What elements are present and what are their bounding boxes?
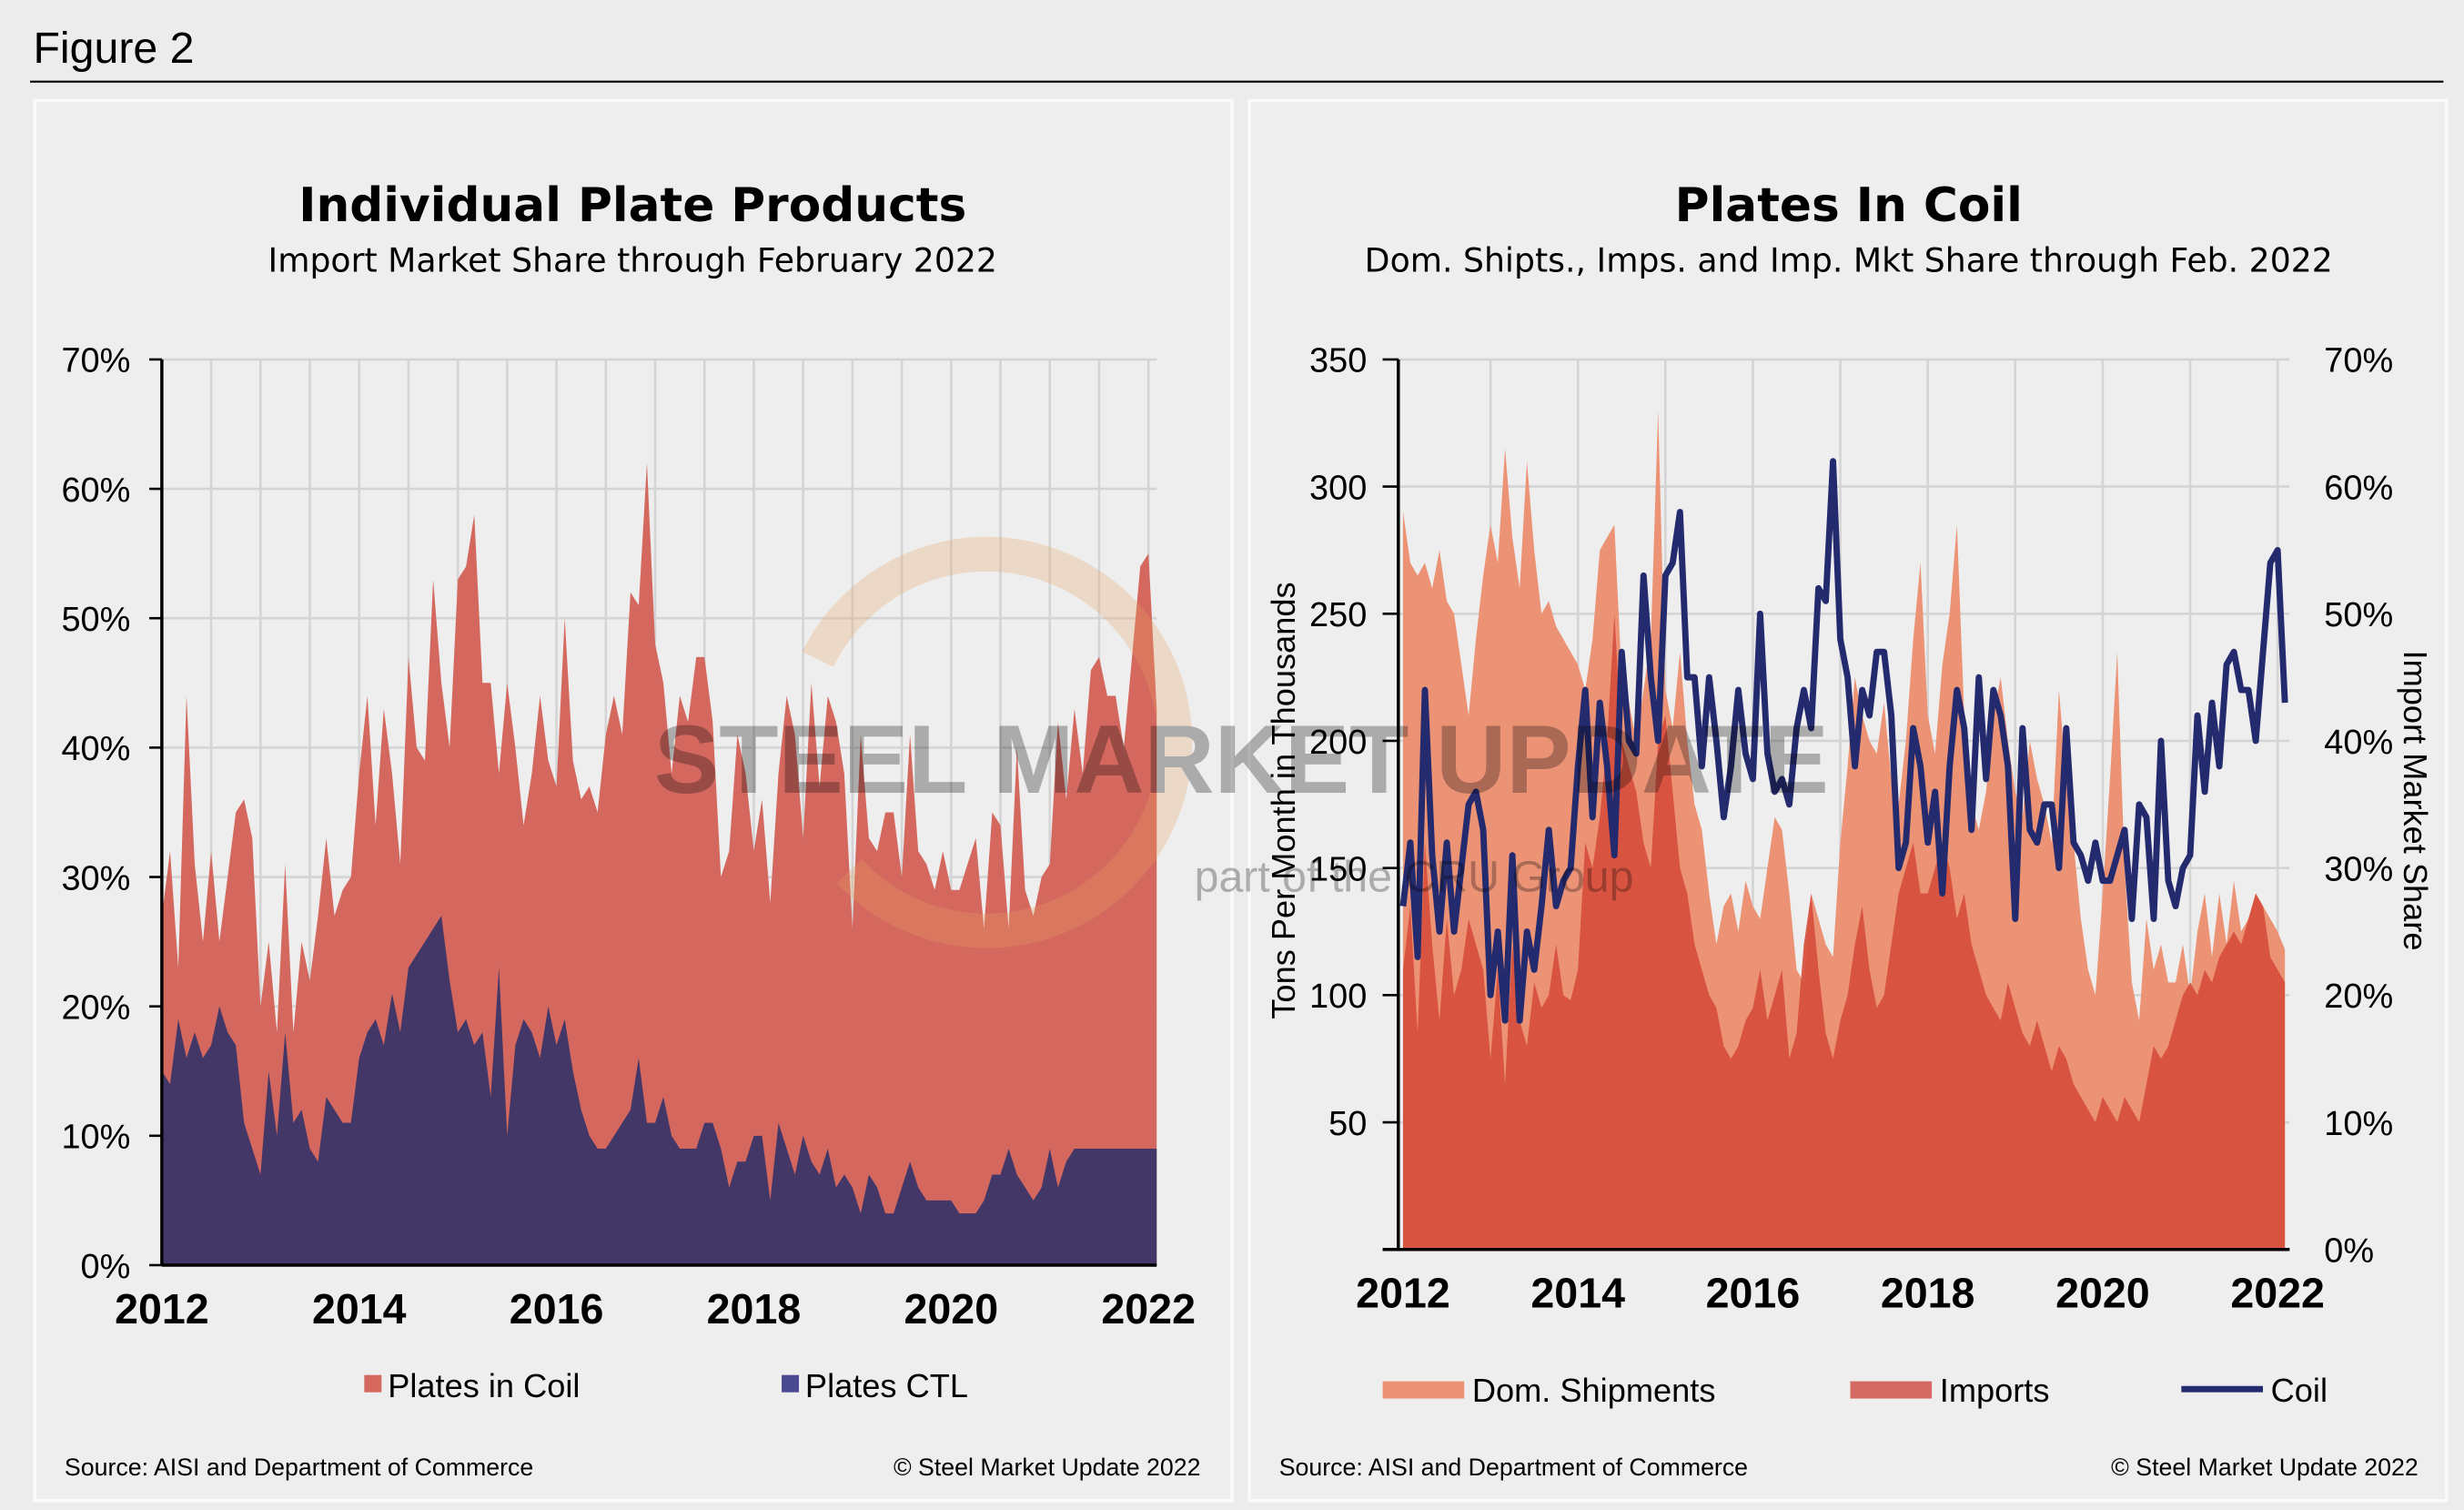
y-tick-label: 0% (81, 1248, 131, 1286)
left-chart-subtitle: Import Market Share through February 202… (268, 240, 997, 279)
legend-swatch-dom (1382, 1381, 1465, 1399)
y-tick-label: 150 (1309, 850, 1367, 888)
y2-tick-label: 30% (2324, 850, 2393, 888)
right-chart-title: Plates In Coil (1675, 178, 2023, 233)
y-tick-label: 30% (61, 859, 130, 897)
y2-tick-label: 40% (2324, 724, 2393, 762)
y-tick-label: 60% (61, 471, 130, 510)
left-source: Source: AISI and Department of Commerce (65, 1454, 533, 1481)
y-tick-label: 10% (61, 1119, 130, 1157)
x-tick-label: 2012 (1356, 1270, 1450, 1317)
x-tick-label: 2018 (1881, 1270, 1975, 1317)
y-tick-label: 50 (1328, 1105, 1367, 1143)
watermark-text: STEEL MARKET UPDATE (654, 704, 1829, 814)
left-legend: Plates in Coil Plates CTL (364, 1367, 968, 1404)
y-tick-label: 100 (1309, 978, 1367, 1016)
x-tick-label: 2018 (707, 1285, 802, 1333)
legend-swatch-ctl (782, 1374, 800, 1393)
legend-label-coil-line: Coil (2271, 1372, 2328, 1409)
y-axis-label: Tons Per Month in Thousands (1265, 582, 1302, 1018)
legend-label-dom: Dom. Shipments (1472, 1372, 1716, 1409)
area-plates-ctl (161, 916, 1157, 1265)
y-tick-label: 200 (1309, 724, 1367, 762)
x-tick-label: 2014 (312, 1285, 407, 1333)
line-coil-share (1399, 458, 2288, 1024)
x-tick-label: 2020 (904, 1285, 999, 1333)
y-tick-label: 50% (61, 601, 130, 639)
y2-tick-label: 50% (2324, 596, 2393, 634)
legend-swatch-imports (1850, 1381, 1933, 1399)
y-tick-label: 300 (1309, 469, 1367, 507)
legend-label-imports: Imports (1940, 1372, 2050, 1409)
legend-label-coil: Plates in Coil (388, 1367, 580, 1404)
legend-swatch-coil (364, 1374, 382, 1393)
area-imports (1402, 613, 2286, 1250)
y2-tick-label: 60% (2324, 469, 2393, 507)
x-tick-label: 2012 (115, 1285, 209, 1333)
y2-tick-label: 0% (2324, 1232, 2374, 1271)
x-tick-label: 2014 (1530, 1270, 1625, 1317)
y2-tick-label: 20% (2324, 978, 2393, 1016)
y-tick-label: 20% (61, 988, 130, 1027)
right-chart-subtitle: Dom. Shipts., Imps. and Imp. Mkt Share t… (1365, 240, 2333, 279)
right-source: Source: AISI and Department of Commerce (1279, 1454, 1748, 1481)
legend-label-ctl: Plates CTL (805, 1367, 968, 1404)
left-chart-title: Individual Plate Products (298, 178, 966, 233)
y-tick-label: 40% (61, 730, 130, 768)
left-copyright: © Steel Market Update 2022 (894, 1454, 1201, 1481)
y-tick-label: 250 (1309, 596, 1367, 634)
right-copyright: © Steel Market Update 2022 (2111, 1454, 2419, 1481)
x-tick-label: 2016 (1706, 1270, 1801, 1317)
watermark-subtext: part of the CRU Group (1195, 853, 1634, 902)
x-tick-label: 2016 (510, 1285, 604, 1333)
y-tick-label: 70% (61, 342, 130, 380)
x-tick-label: 2020 (2055, 1270, 2150, 1317)
watermark-swoosh (802, 536, 1193, 948)
right-legend: Dom. Shipments Imports Coil (1382, 1372, 2328, 1409)
y-tick-label: 350 (1309, 342, 1367, 380)
y2-axis-label: Import Market Share (2397, 651, 2434, 951)
x-tick-label: 2022 (2230, 1270, 2325, 1317)
y2-tick-label: 70% (2324, 342, 2393, 380)
watermark: STEEL MARKET UPDATE part of the CRU Grou… (654, 536, 1829, 948)
y2-tick-label: 10% (2324, 1105, 2393, 1143)
figure-label: Figure 2 (33, 24, 194, 73)
x-tick-label: 2022 (1101, 1285, 1196, 1333)
